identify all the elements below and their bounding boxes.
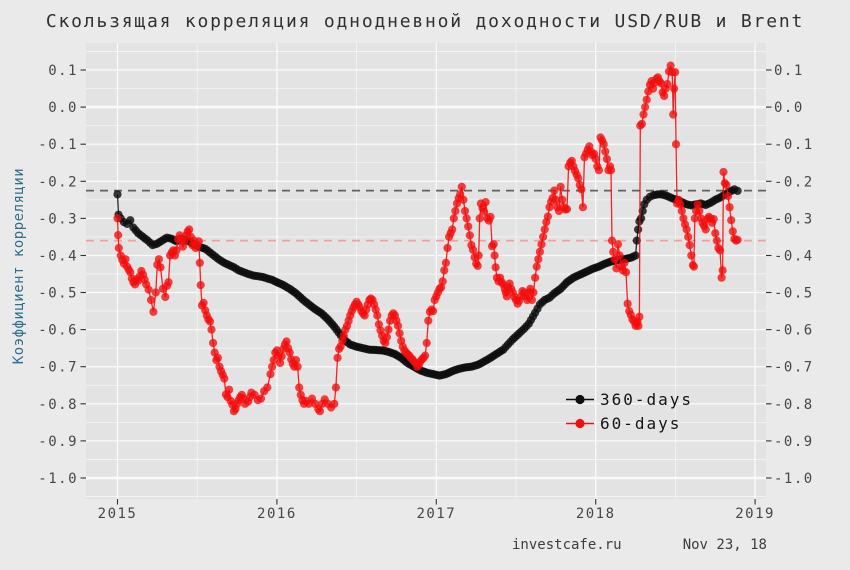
y-tick-label-left: -0.5 <box>38 286 78 302</box>
legend-item-360-days: 360-days <box>565 387 693 411</box>
x-tick-label: 2016 <box>257 506 297 522</box>
chart-title: Скользящая корреляция однодневной доходн… <box>45 11 805 32</box>
y-tick-label-right: -0.7 <box>774 360 814 376</box>
chart-legend: 360-days 60-days <box>565 387 693 435</box>
plot-panel <box>86 43 766 499</box>
y-tick-label-right: -0.2 <box>774 174 814 190</box>
y-tick-label-left: -0.9 <box>38 434 78 450</box>
y-tick-label-left: 0.0 <box>48 100 78 116</box>
caption-source: investcafe.ru <box>512 537 622 553</box>
y-tick-label-left: 0.1 <box>48 63 78 79</box>
x-tick-label: 2017 <box>416 506 456 522</box>
y-tick-label-right: -0.8 <box>774 397 814 413</box>
legend-label-60-days: 60-days <box>600 413 682 433</box>
series-points-60-days <box>113 61 742 416</box>
y-tick-label-right: 0.1 <box>774 63 804 79</box>
x-tick-label: 2015 <box>98 506 138 522</box>
x-tick-label: 2019 <box>735 506 775 522</box>
y-tick-label-left: -0.8 <box>38 397 78 413</box>
y-tick-label-right: -0.1 <box>774 137 814 153</box>
legend-item-60-days: 60-days <box>565 411 693 435</box>
legend-marker-60-days-icon <box>566 418 594 428</box>
y-tick-label-right: -0.5 <box>774 286 814 302</box>
x-tick-label: 2018 <box>576 506 616 522</box>
legend-label-360-days: 360-days <box>600 389 694 409</box>
y-tick-label-left: -0.4 <box>38 249 78 265</box>
y-tick-label-right: -0.6 <box>774 323 814 339</box>
y-tick-label-right: -1.0 <box>774 471 814 487</box>
y-tick-label-right: -0.4 <box>774 249 814 265</box>
y-tick-label-left: -0.2 <box>38 174 78 190</box>
y-tick-label-left: -0.6 <box>38 323 78 339</box>
y-tick-label-right: 0.0 <box>774 100 804 116</box>
y-axis-title: Коэффициент корреляции <box>11 167 27 365</box>
caption-date: Nov 23, 18 <box>682 537 767 553</box>
y-tick-label-left: -1.0 <box>38 471 78 487</box>
y-tick-label-left: -0.1 <box>38 137 78 153</box>
legend-marker-360-days-icon <box>566 394 594 404</box>
y-tick-label-right: -0.3 <box>774 211 814 227</box>
y-tick-label-right: -0.9 <box>774 434 814 450</box>
y-tick-label-left: -0.3 <box>38 211 78 227</box>
y-tick-label-left: -0.7 <box>38 360 78 376</box>
